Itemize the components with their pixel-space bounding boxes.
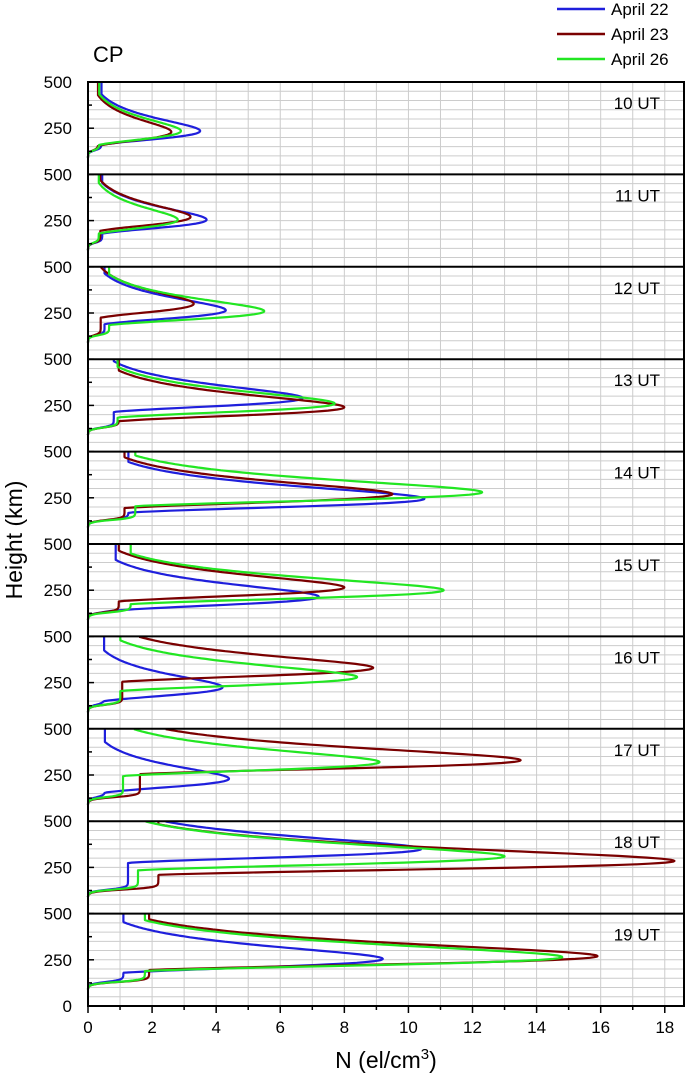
profile-curve-april-22 bbox=[86, 266, 227, 344]
y-tick-label: 250 bbox=[44, 119, 72, 138]
x-tick-label: 4 bbox=[211, 1018, 220, 1037]
y-tick-label: 250 bbox=[44, 951, 72, 970]
x-tick-label: 8 bbox=[340, 1018, 349, 1037]
legend: April 22 April 23 April 26 bbox=[557, 0, 669, 69]
curve-layer bbox=[86, 81, 676, 990]
y-tick-label: 500 bbox=[44, 720, 72, 739]
y-tick-label: 500 bbox=[44, 258, 72, 277]
panel-label: 18 UT bbox=[614, 833, 660, 852]
x-axis-title-sup: 3 bbox=[421, 1046, 429, 1063]
profile-curve-april-23 bbox=[86, 913, 599, 990]
x-tick-label: 16 bbox=[591, 1018, 610, 1037]
x-tick-label: 10 bbox=[399, 1018, 418, 1037]
x-tick-label: 0 bbox=[83, 1018, 92, 1037]
y-tick-label: 250 bbox=[44, 581, 72, 600]
profile-curve-april-23 bbox=[86, 451, 394, 528]
panel-label: 10 UT bbox=[614, 94, 660, 113]
profile-curve-april-22 bbox=[86, 913, 384, 990]
profile-curve-april-26 bbox=[86, 728, 381, 806]
plot-frame bbox=[87, 81, 685, 1007]
y-tick-label: 250 bbox=[44, 212, 72, 231]
y-tick-label: 250 bbox=[44, 674, 72, 693]
profile-curve-april-26 bbox=[86, 913, 564, 990]
legend-label: April 23 bbox=[611, 25, 669, 44]
profile-curve-april-26 bbox=[86, 359, 336, 436]
profile-curve-april-22 bbox=[86, 543, 320, 621]
profile-curve-april-23 bbox=[86, 635, 375, 713]
x-tick-label: 14 bbox=[527, 1018, 546, 1037]
profile-curve-april-22 bbox=[86, 451, 426, 528]
panel-label: 14 UT bbox=[614, 464, 660, 483]
profile-curve-april-22 bbox=[86, 820, 423, 898]
profile-curve-april-26 bbox=[86, 266, 266, 344]
x-axis-title: N (el/cm3) bbox=[335, 1046, 437, 1073]
profile-curve-april-26 bbox=[86, 81, 182, 159]
profile-curve-april-26 bbox=[86, 820, 506, 898]
y-axis-title: Height (km) bbox=[1, 481, 27, 600]
y-tick-label: 500 bbox=[44, 165, 72, 184]
label-layer: 10 UT 500 250 11 UT 500 250 12 UT 500 250 13 UT 50… bbox=[44, 73, 675, 1037]
x-tick-label: 2 bbox=[147, 1018, 156, 1037]
profile-curve-april-23 bbox=[86, 728, 522, 806]
y-tick-label: 250 bbox=[44, 766, 72, 785]
profile-curve-april-26 bbox=[86, 174, 179, 251]
x-axis-title-main: N (el/cm bbox=[335, 1047, 421, 1073]
x-axis-title-close: ) bbox=[429, 1047, 437, 1073]
panel-label: 11 UT bbox=[615, 186, 660, 205]
y-tick-label: 250 bbox=[44, 304, 72, 323]
y-tick-label: 250 bbox=[44, 396, 72, 415]
profile-curve-april-22 bbox=[86, 728, 231, 806]
y-tick-label: 500 bbox=[44, 905, 72, 924]
x-tick-label: 18 bbox=[655, 1018, 674, 1037]
y-tick-label-zero: 0 bbox=[63, 997, 72, 1016]
y-tick-label: 500 bbox=[44, 627, 72, 646]
panel-label: 16 UT bbox=[614, 648, 660, 667]
y-tick-label: 500 bbox=[44, 812, 72, 831]
y-tick-label: 500 bbox=[44, 535, 72, 554]
panel-label: 15 UT bbox=[614, 556, 660, 575]
panel-label: 12 UT bbox=[614, 279, 660, 298]
profile-curve-april-23 bbox=[86, 543, 346, 621]
x-tick-label: 6 bbox=[276, 1018, 285, 1037]
x-tick-label: 12 bbox=[463, 1018, 482, 1037]
legend-label: April 26 bbox=[611, 50, 669, 69]
profile-curve-april-23 bbox=[86, 174, 192, 251]
profile-curve-april-26 bbox=[86, 543, 445, 621]
profile-curve-april-22 bbox=[86, 636, 224, 713]
legend-label: April 22 bbox=[611, 0, 669, 19]
y-tick-label: 250 bbox=[44, 489, 72, 508]
profile-curve-april-26 bbox=[86, 451, 484, 528]
panel-label: 19 UT bbox=[614, 926, 660, 945]
panel-label: 13 UT bbox=[614, 371, 660, 390]
y-tick-label: 500 bbox=[44, 350, 72, 369]
profile-curve-april-26 bbox=[86, 636, 359, 713]
y-tick-label: 500 bbox=[44, 443, 72, 462]
site-label: CP bbox=[93, 42, 124, 67]
y-tick-label: 500 bbox=[44, 73, 72, 92]
y-tick-label: 250 bbox=[44, 858, 72, 877]
panel-label: 17 UT bbox=[614, 741, 660, 760]
frame-layer bbox=[87, 81, 685, 1013]
